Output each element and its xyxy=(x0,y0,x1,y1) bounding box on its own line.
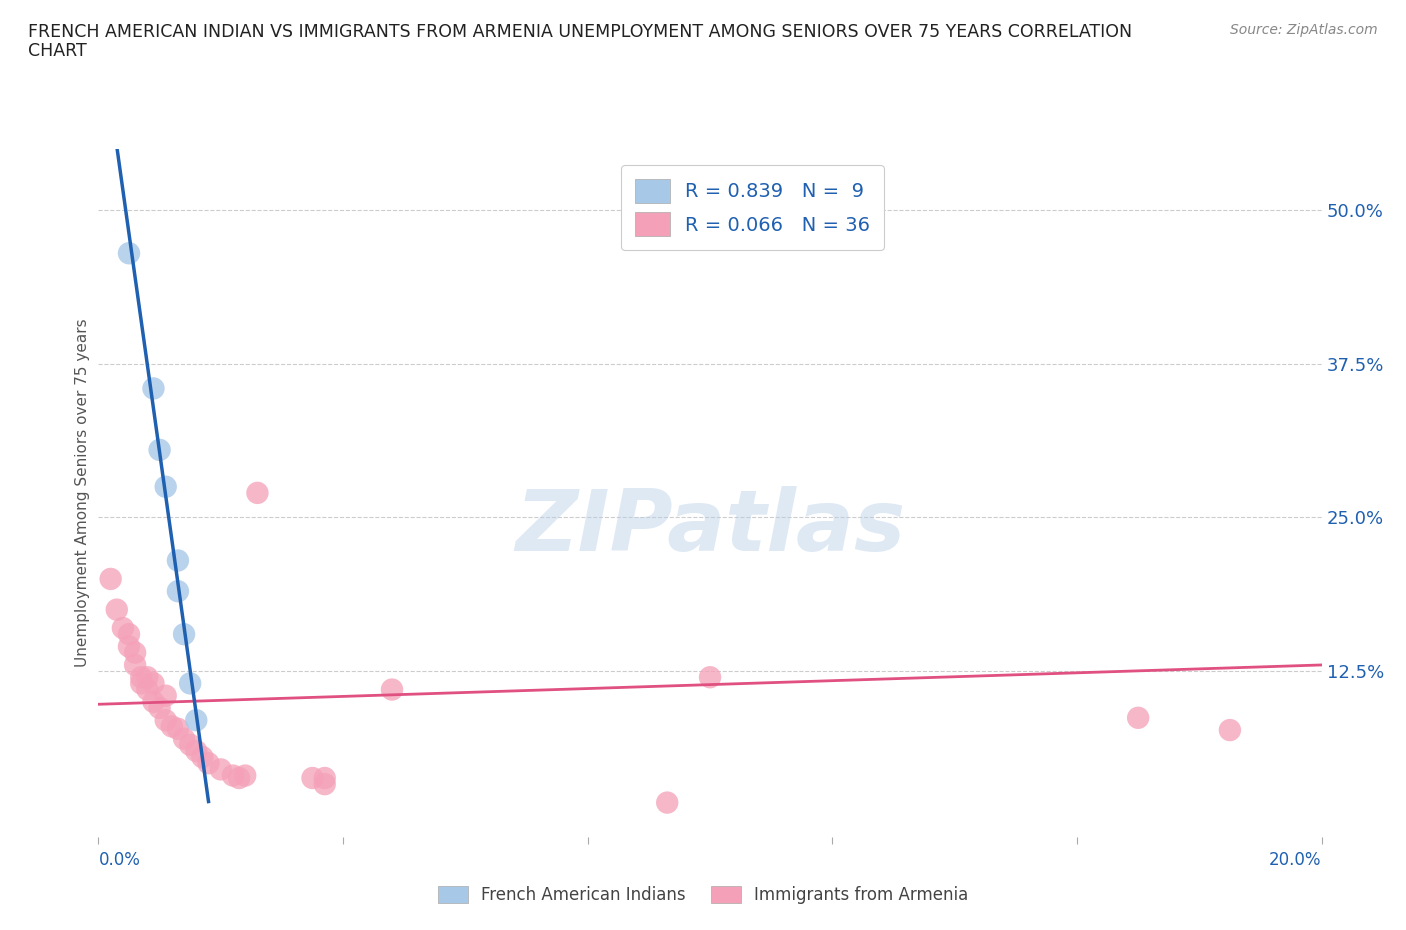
Point xyxy=(149,700,172,715)
Point xyxy=(246,485,269,500)
Point xyxy=(142,381,165,396)
Point xyxy=(222,768,245,783)
Text: 0.0%: 0.0% xyxy=(98,851,141,870)
Point xyxy=(179,737,201,752)
Point xyxy=(173,731,195,746)
Point xyxy=(118,246,141,260)
Legend: French American Indians, Immigrants from Armenia: French American Indians, Immigrants from… xyxy=(429,878,977,912)
Point xyxy=(699,670,721,684)
Text: FRENCH AMERICAN INDIAN VS IMMIGRANTS FROM ARMENIA UNEMPLOYMENT AMONG SENIORS OVE: FRENCH AMERICAN INDIAN VS IMMIGRANTS FRO… xyxy=(28,23,1132,41)
Text: Source: ZipAtlas.com: Source: ZipAtlas.com xyxy=(1230,23,1378,37)
Point xyxy=(149,443,172,458)
Point xyxy=(657,795,679,810)
Point xyxy=(105,603,128,618)
Point xyxy=(209,762,232,777)
Point xyxy=(129,676,152,691)
Point xyxy=(118,627,141,642)
Point xyxy=(301,771,323,786)
Y-axis label: Unemployment Among Seniors over 75 years: Unemployment Among Seniors over 75 years xyxy=(75,319,90,667)
Point xyxy=(155,688,177,703)
Point xyxy=(129,670,152,684)
Point xyxy=(118,639,141,654)
Point xyxy=(136,670,159,684)
Point xyxy=(124,658,146,672)
Text: 20.0%: 20.0% xyxy=(1270,851,1322,870)
Point xyxy=(191,750,214,764)
Point xyxy=(197,756,219,771)
Text: ZIPatlas: ZIPatlas xyxy=(515,485,905,569)
Point xyxy=(186,712,208,727)
Point xyxy=(155,479,177,494)
Point xyxy=(167,553,190,568)
Point xyxy=(314,771,336,786)
Point xyxy=(160,719,183,734)
Point xyxy=(186,744,208,759)
Point xyxy=(381,682,404,697)
Point xyxy=(167,722,190,737)
Point xyxy=(124,645,146,660)
Point xyxy=(136,682,159,697)
Point xyxy=(1128,711,1150,725)
Point xyxy=(179,676,201,691)
Point xyxy=(111,620,134,635)
Point xyxy=(173,627,195,642)
Point xyxy=(142,695,165,710)
Point xyxy=(155,712,177,727)
Point xyxy=(142,676,165,691)
Point xyxy=(100,571,122,587)
Point xyxy=(1219,723,1241,737)
Point xyxy=(167,584,190,599)
Legend: R = 0.839   N =  9, R = 0.066   N = 36: R = 0.839 N = 9, R = 0.066 N = 36 xyxy=(621,166,884,250)
Point xyxy=(314,777,336,791)
Point xyxy=(233,768,256,783)
Point xyxy=(228,771,250,786)
Text: CHART: CHART xyxy=(28,42,87,60)
